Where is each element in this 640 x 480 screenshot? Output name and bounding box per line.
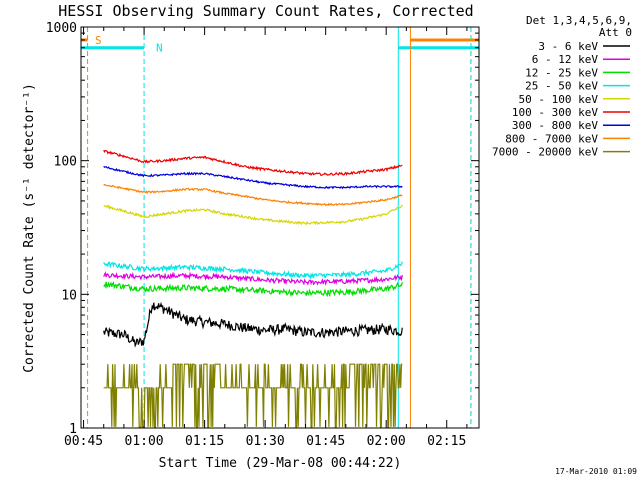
- y-tick-label: 100: [54, 155, 77, 170]
- legend-entry-label: 800 - 7000 keV: [505, 132, 598, 145]
- x-tick-label: 02:15: [427, 434, 466, 449]
- legend-entry-label: 3 - 6 keV: [538, 40, 598, 53]
- y-tick-label: 10: [61, 288, 77, 303]
- legend-entry-label: 100 - 300 keV: [512, 106, 598, 119]
- timestamp: 17-Mar-2010 01:09: [555, 467, 637, 476]
- x-tick-label: 00:45: [64, 434, 103, 449]
- series-line: [103, 271, 403, 286]
- axis-ticks: [81, 26, 479, 429]
- series-line: [103, 183, 403, 207]
- x-axis-label: Start Time (29-Mar-08 00:44:22): [159, 456, 402, 471]
- series-line: [103, 261, 403, 281]
- legend-entry-label: 7000 - 20000 keV: [492, 146, 598, 159]
- chart-title: HESSI Observing Summary Count Rates, Cor…: [58, 2, 473, 20]
- series-line: [103, 149, 403, 177]
- x-tick-label: 01:00: [125, 434, 164, 449]
- legend-header: Det 1,3,4,5,6,9,: [526, 14, 632, 27]
- legend-entry-label: 300 - 800 keV: [512, 119, 598, 132]
- series-line: [103, 363, 403, 428]
- series-line: [103, 204, 403, 226]
- x-tick-label: 02:00: [367, 434, 406, 449]
- flag-label: N: [156, 42, 163, 55]
- y-tick-label: 1: [69, 422, 77, 437]
- y-tick-label: 1000: [46, 21, 77, 36]
- y-tick-labels: 1 10 100 1000: [46, 21, 77, 437]
- y-axis-label: Corrected Count Rate (s⁻¹ detector⁻¹): [22, 83, 37, 373]
- x-tick-label: 01:45: [306, 434, 345, 449]
- legend-entry-label: 12 - 25 keV: [525, 66, 598, 79]
- series-line: [103, 165, 403, 190]
- event-lines: [87, 27, 472, 428]
- x-tick-labels: 00:45 01:00 01:15 01:30 01:45 02:00 02:15: [64, 434, 466, 449]
- x-tick-label: 01:15: [185, 434, 224, 449]
- flag-bars: SN: [81, 34, 479, 55]
- plot-frame: [80, 26, 480, 429]
- flag-label: S: [95, 34, 102, 47]
- legend-entry-label: 50 - 100 keV: [519, 93, 599, 106]
- legend-entry-label: 25 - 50 keV: [525, 80, 598, 93]
- series-line: [103, 281, 403, 298]
- legend-entry-label: 6 - 12 keV: [532, 53, 599, 66]
- x-tick-label: 01:30: [246, 434, 285, 449]
- data-series: [103, 149, 403, 428]
- legend-header: Att 0: [599, 26, 632, 39]
- series-line: [103, 301, 403, 348]
